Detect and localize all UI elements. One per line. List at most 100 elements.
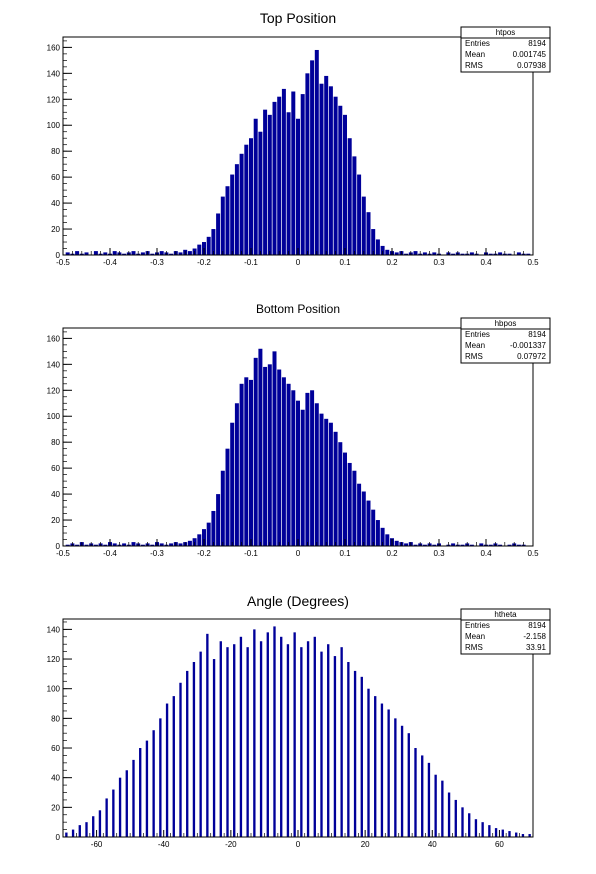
histogram-bar — [481, 822, 484, 837]
histogram-bar — [305, 392, 310, 546]
histogram-bar — [347, 462, 352, 546]
stats-box: htpos Entries 8194 Mean 0.001745 RMS 0.07938 — [460, 26, 551, 73]
histogram-bar — [357, 483, 362, 546]
histogram-bar — [206, 633, 209, 837]
x-tick-label: 0.3 — [433, 549, 445, 558]
histogram-bar — [347, 138, 352, 255]
histogram-bar — [272, 351, 277, 546]
histogram-bar — [186, 670, 189, 837]
y-tick-label: 20 — [51, 516, 60, 525]
histogram-bar — [460, 253, 465, 255]
histogram-bar — [469, 252, 474, 255]
histogram-bar — [159, 251, 164, 255]
histogram-bar — [239, 383, 244, 546]
histogram-bar — [140, 252, 145, 255]
histogram-bar — [343, 452, 347, 546]
histogram-bar — [328, 86, 333, 255]
histogram-bar — [352, 470, 357, 546]
histogram-bar — [239, 153, 244, 255]
histogram-bar — [521, 834, 525, 837]
histogram-bar — [394, 718, 397, 837]
x-tick-label: 0.1 — [339, 258, 351, 267]
histogram-bar — [93, 251, 98, 255]
histogram-bar — [432, 252, 437, 255]
histogram-bar — [296, 118, 300, 255]
histogram-bar — [280, 636, 283, 837]
histogram-bar — [281, 377, 286, 546]
histogram-bar — [169, 543, 174, 546]
stats-box-frame — [460, 608, 551, 655]
stats-label: Mean — [465, 341, 485, 350]
histogram-bar — [353, 670, 357, 837]
histogram-bar — [65, 832, 68, 837]
stats-box-frame — [460, 26, 551, 73]
y-tick-label: 20 — [51, 225, 60, 234]
histogram-bar — [131, 542, 136, 546]
y-tick-label: 80 — [51, 147, 60, 156]
histogram-bar — [150, 253, 155, 255]
y-tick-label: 0 — [56, 542, 61, 551]
stats-value: -2.158 — [523, 632, 546, 641]
histogram-bar — [516, 544, 521, 546]
histogram-bar — [516, 252, 521, 255]
histogram-bar — [366, 500, 371, 546]
stats-label: Entries — [465, 621, 490, 630]
x-tick-label: 0.4 — [480, 549, 492, 558]
histogram-bar — [293, 632, 296, 837]
y-tick-label: 160 — [47, 334, 61, 343]
histogram-bar — [71, 829, 75, 837]
histogram-bar — [103, 544, 108, 546]
histogram-bar — [413, 251, 418, 255]
histogram-bar — [286, 383, 291, 546]
histogram-bar — [528, 834, 531, 837]
histogram-bar — [451, 253, 456, 255]
x-tick-label: 0.5 — [527, 549, 539, 558]
histogram-bar — [460, 544, 465, 546]
x-tick-label: -0.3 — [150, 258, 164, 267]
x-tick-label: 0.2 — [386, 258, 398, 267]
histogram-bar — [507, 544, 512, 546]
histogram-bar — [220, 196, 225, 255]
chart-title: Top Position — [260, 10, 336, 26]
histogram-bar — [277, 96, 282, 255]
histogram-bar — [197, 244, 202, 255]
histogram-bar — [310, 60, 315, 255]
y-tick-label: 60 — [51, 173, 60, 182]
x-tick-label: 60 — [495, 840, 504, 849]
stats-value: 8194 — [528, 330, 546, 339]
histogram-bar — [199, 651, 202, 837]
histogram-bar — [414, 748, 417, 837]
histogram-bar — [407, 733, 410, 837]
histogram-bar — [187, 251, 192, 255]
histogram-bar — [112, 543, 117, 546]
histogram-bar — [277, 369, 282, 546]
histogram-bar — [259, 641, 263, 837]
x-tick-label: 0.3 — [433, 258, 445, 267]
histogram-bar — [98, 810, 102, 837]
histogram-bar — [267, 114, 272, 255]
x-tick-label: -40 — [158, 840, 170, 849]
histogram-bar — [380, 703, 384, 837]
y-tick-label: 140 — [47, 360, 61, 369]
y-tick-label: 100 — [47, 412, 61, 421]
histogram-bar — [375, 520, 380, 546]
histogram-bar — [374, 696, 377, 837]
y-tick-label: 40 — [51, 199, 60, 208]
histogram-bar — [233, 644, 236, 837]
histogram-bar — [300, 647, 303, 837]
histogram-bar — [281, 88, 286, 256]
histogram-bar — [427, 762, 431, 837]
histogram-bar — [172, 696, 175, 837]
histogram-bar — [159, 718, 162, 837]
stats-label: RMS — [465, 643, 483, 652]
y-tick-label: 120 — [47, 655, 61, 664]
histogram-bar — [267, 364, 272, 546]
histogram-bar — [400, 725, 404, 837]
histogram-bar — [112, 251, 117, 255]
histogram-bar — [118, 777, 122, 837]
histogram-bar — [244, 144, 249, 255]
histogram-bar — [515, 832, 518, 837]
histogram-bar — [216, 494, 221, 546]
histogram-bar — [286, 112, 291, 255]
x-tick-label: 0.4 — [480, 258, 492, 267]
